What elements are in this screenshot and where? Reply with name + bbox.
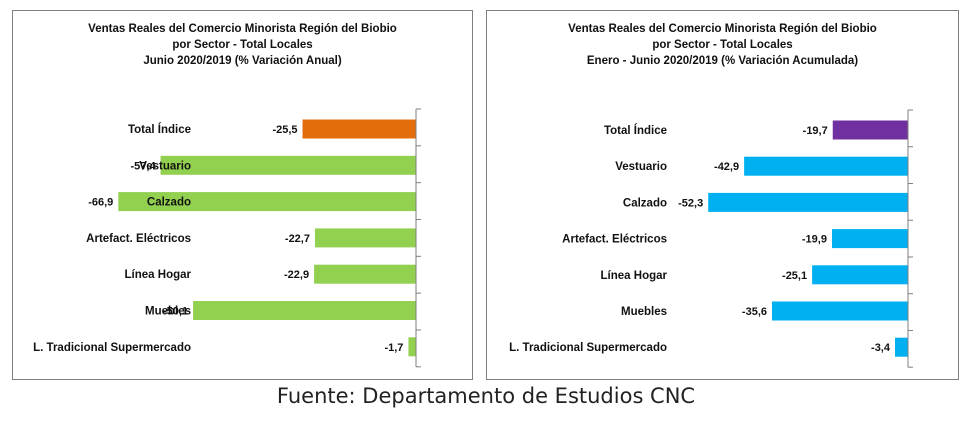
category-label: Muebles — [145, 306, 191, 318]
chart-title: Ventas Reales del Comercio Minorista Reg… — [487, 21, 958, 69]
data-label: -19,7 — [803, 125, 828, 137]
bar-chart-cumulative: -19,7 Total Índice -42,9 Vestuario -52,3 Calz… — [509, 109, 913, 368]
data-label: -42,9 — [714, 161, 739, 173]
chart-title-line-2: por Sector - Total Locales — [652, 39, 793, 51]
data-label: -1,7 — [384, 342, 403, 354]
bar — [831, 229, 908, 249]
chart-title-line-3: Enero - Junio 2020/2019 (% Variación Acu… — [586, 55, 859, 67]
data-label: -19,9 — [802, 234, 827, 246]
bar — [314, 228, 416, 248]
category-label: Vestuario — [615, 161, 667, 173]
bar — [118, 192, 417, 212]
category-label: L. Tradicional Supermercado — [509, 342, 667, 354]
category-label: Artefact. Eléctricos — [86, 233, 191, 245]
chart-title-line-1: Ventas Reales del Comercio Minorista Reg… — [568, 23, 877, 35]
category-label: L. Tradicional Supermercado — [33, 342, 191, 354]
data-label: -66,9 — [88, 197, 113, 209]
category-label: Vestuario — [139, 160, 191, 172]
chart-panel-annual: Ventas Reales del Comercio Minorista Reg… — [12, 10, 473, 380]
bar — [408, 337, 416, 357]
category-label: Calzado — [623, 197, 667, 209]
bar — [812, 265, 908, 285]
bar — [832, 120, 908, 140]
data-label: -3,4 — [871, 342, 891, 354]
data-label: -22,9 — [284, 269, 309, 281]
data-label: -25,5 — [272, 124, 297, 136]
bar — [895, 337, 908, 357]
bar — [314, 264, 416, 284]
chart-panel-cumulative: Ventas Reales del Comercio Minorista Reg… — [486, 10, 959, 380]
bar — [193, 301, 416, 320]
bar — [302, 119, 416, 139]
data-label: -50,1 — [163, 306, 188, 318]
category-label: Total Índice — [604, 124, 667, 137]
category-label: Artefact. Eléctricos — [562, 234, 667, 246]
data-label: -25,1 — [782, 270, 807, 282]
chart-title-line-3: Junio 2020/2019 (% Variación Anual) — [143, 55, 342, 67]
bar — [744, 156, 908, 176]
chart-title: Ventas Reales del Comercio Minorista Reg… — [13, 21, 472, 69]
bar — [708, 192, 908, 212]
category-label: Total Índice — [128, 123, 191, 136]
data-label: -57,4 — [130, 160, 156, 172]
data-label: -35,6 — [742, 306, 767, 318]
source-caption: Fuente: Departamento de Estudios CNC — [276, 384, 696, 408]
category-label: Línea Hogar — [125, 269, 192, 281]
category-label: Calzado — [147, 197, 191, 209]
data-label: -22,7 — [285, 233, 310, 245]
bar — [772, 301, 908, 321]
chart-title-line-1: Ventas Reales del Comercio Minorista Reg… — [88, 23, 397, 35]
chart-title-line-2: por Sector - Total Locales — [172, 39, 313, 51]
bar — [160, 155, 416, 175]
category-label: Línea Hogar — [601, 270, 668, 282]
category-label: Muebles — [621, 306, 667, 318]
data-label: -52,3 — [678, 197, 703, 209]
